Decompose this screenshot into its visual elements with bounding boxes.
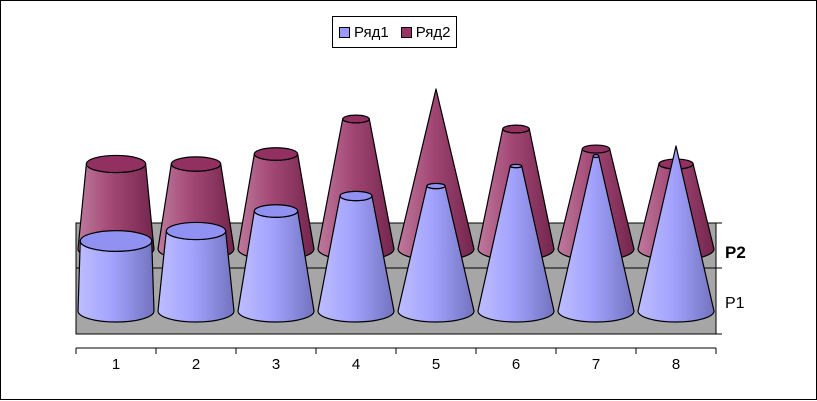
cone-body: [637, 145, 715, 323]
x-tick-label: 6: [512, 356, 520, 373]
x-tick-label: 8: [672, 356, 680, 373]
legend-swatch-series-1: [339, 26, 350, 38]
cone-body: [77, 240, 155, 323]
cone-top-face: [170, 156, 222, 172]
cone-top-face: [339, 190, 373, 202]
series-1-cone: [157, 221, 235, 323]
series-1-cone: [397, 182, 475, 323]
x-tick-label: 2: [192, 356, 200, 373]
cone-top-face: [253, 147, 299, 161]
x-tick-label: 3: [272, 356, 280, 373]
legend-label-series-2: Ряд2: [415, 23, 451, 41]
cone-top-face: [85, 154, 147, 174]
legend-label-series-1: Ряд1: [354, 23, 389, 41]
x-tick-label: 5: [432, 356, 440, 373]
legend-item-series-2: Ряд2: [400, 23, 451, 41]
cone-top-face: [253, 204, 299, 218]
series-1-cones: [77, 145, 715, 323]
cone-top-face: [342, 114, 370, 124]
depth-label-series-2: P2: [725, 243, 746, 262]
cone-top-face: [502, 124, 530, 134]
x-tick-label: 7: [592, 356, 600, 373]
cone-top-face: [79, 230, 153, 252]
legend-swatch-series-2: [400, 26, 412, 38]
series-1-cone: [477, 163, 555, 323]
series-1-cone: [637, 145, 715, 323]
series-1-cone: [557, 153, 635, 323]
depth-label-series-1: P1: [725, 295, 745, 312]
series-1-cone: [77, 230, 155, 323]
x-tick-label: 1: [112, 356, 120, 373]
cone-top-face: [165, 221, 227, 241]
cone-top-face: [426, 182, 446, 190]
x-tick-label: 4: [352, 356, 360, 373]
cone-top-face: [509, 163, 523, 169]
cone-body: [157, 230, 235, 323]
series-1-cone: [237, 204, 315, 323]
legend: Ряд1 Ряд2: [332, 16, 458, 48]
series-1-cone: [317, 190, 395, 323]
cone-top-face: [592, 153, 600, 159]
legend-item-series-1: Ряд1: [339, 24, 389, 41]
cone-top-face: [581, 144, 611, 154]
